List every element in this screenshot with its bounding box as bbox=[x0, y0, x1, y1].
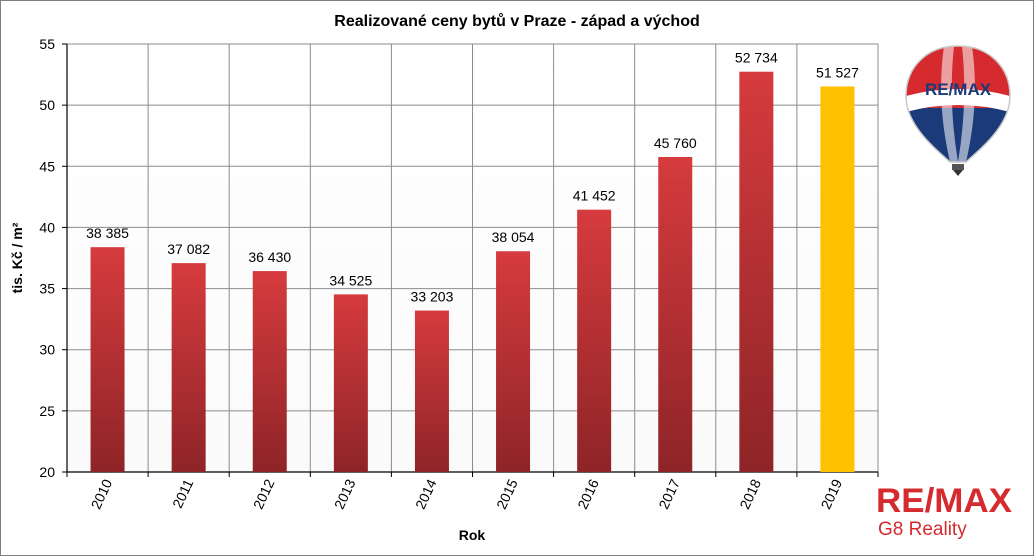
x-tick-label-2012: 2012 bbox=[250, 476, 278, 511]
bar-2010 bbox=[90, 247, 125, 472]
data-label-2014: 33 203 bbox=[411, 289, 454, 305]
data-label-2019: 51 527 bbox=[816, 64, 859, 80]
remax-balloon-logo: RE/MAX bbox=[905, 45, 1011, 176]
y-tick-label: 20 bbox=[39, 464, 55, 480]
y-tick-label: 40 bbox=[39, 219, 55, 235]
y-tick-label: 25 bbox=[39, 403, 55, 419]
bar-2011 bbox=[171, 263, 206, 472]
x-tick-label-2018: 2018 bbox=[736, 476, 764, 511]
brand-block: RE/MAX G8 Reality bbox=[876, 481, 1026, 543]
bar-2019 bbox=[820, 86, 855, 473]
bar-2012 bbox=[252, 271, 287, 472]
y-axis-title: tis. Kč / m² bbox=[9, 222, 25, 293]
bar-2016 bbox=[577, 209, 612, 473]
data-label-2017: 45 760 bbox=[654, 135, 697, 151]
data-label-2011: 37 082 bbox=[167, 241, 210, 257]
x-tick-label-2013: 2013 bbox=[331, 476, 359, 511]
x-tick-label-2016: 2016 bbox=[574, 476, 602, 511]
x-tick-label-2015: 2015 bbox=[493, 476, 521, 511]
balloon-logo-text: RE/MAX bbox=[925, 80, 992, 99]
data-label-2012: 36 430 bbox=[248, 249, 291, 265]
company-subtitle: G8 Reality bbox=[878, 519, 967, 540]
wordmark-text: RE/MAX bbox=[876, 482, 1012, 517]
bar-2017 bbox=[658, 156, 693, 472]
bar-2018 bbox=[739, 71, 774, 472]
x-tick-label-2010: 2010 bbox=[88, 476, 116, 511]
chart-title: Realizované ceny bytů v Praze - západ a … bbox=[334, 13, 699, 30]
y-tick-label: 50 bbox=[39, 97, 55, 113]
y-tick-label: 35 bbox=[39, 281, 55, 297]
bar-2014 bbox=[414, 310, 449, 472]
y-tick-label: 45 bbox=[39, 158, 55, 174]
y-tick-label: 55 bbox=[39, 36, 55, 52]
x-axis-title: Rok bbox=[459, 527, 486, 543]
bar-2015 bbox=[496, 251, 531, 472]
remax-wordmark: RE/MAX bbox=[876, 482, 1012, 517]
x-tick-label-2019: 2019 bbox=[818, 476, 846, 511]
x-tick-label-2017: 2017 bbox=[655, 476, 683, 511]
bar-2013 bbox=[333, 294, 368, 472]
x-tick-label-2011: 2011 bbox=[169, 476, 196, 510]
data-label-2010: 38 385 bbox=[86, 225, 129, 241]
data-label-2016: 41 452 bbox=[573, 188, 616, 204]
y-tick-label: 30 bbox=[39, 342, 55, 358]
data-label-2018: 52 734 bbox=[735, 50, 778, 66]
data-label-2013: 34 525 bbox=[329, 272, 372, 288]
x-tick-label-2014: 2014 bbox=[412, 476, 440, 511]
data-label-2015: 38 054 bbox=[492, 229, 535, 245]
